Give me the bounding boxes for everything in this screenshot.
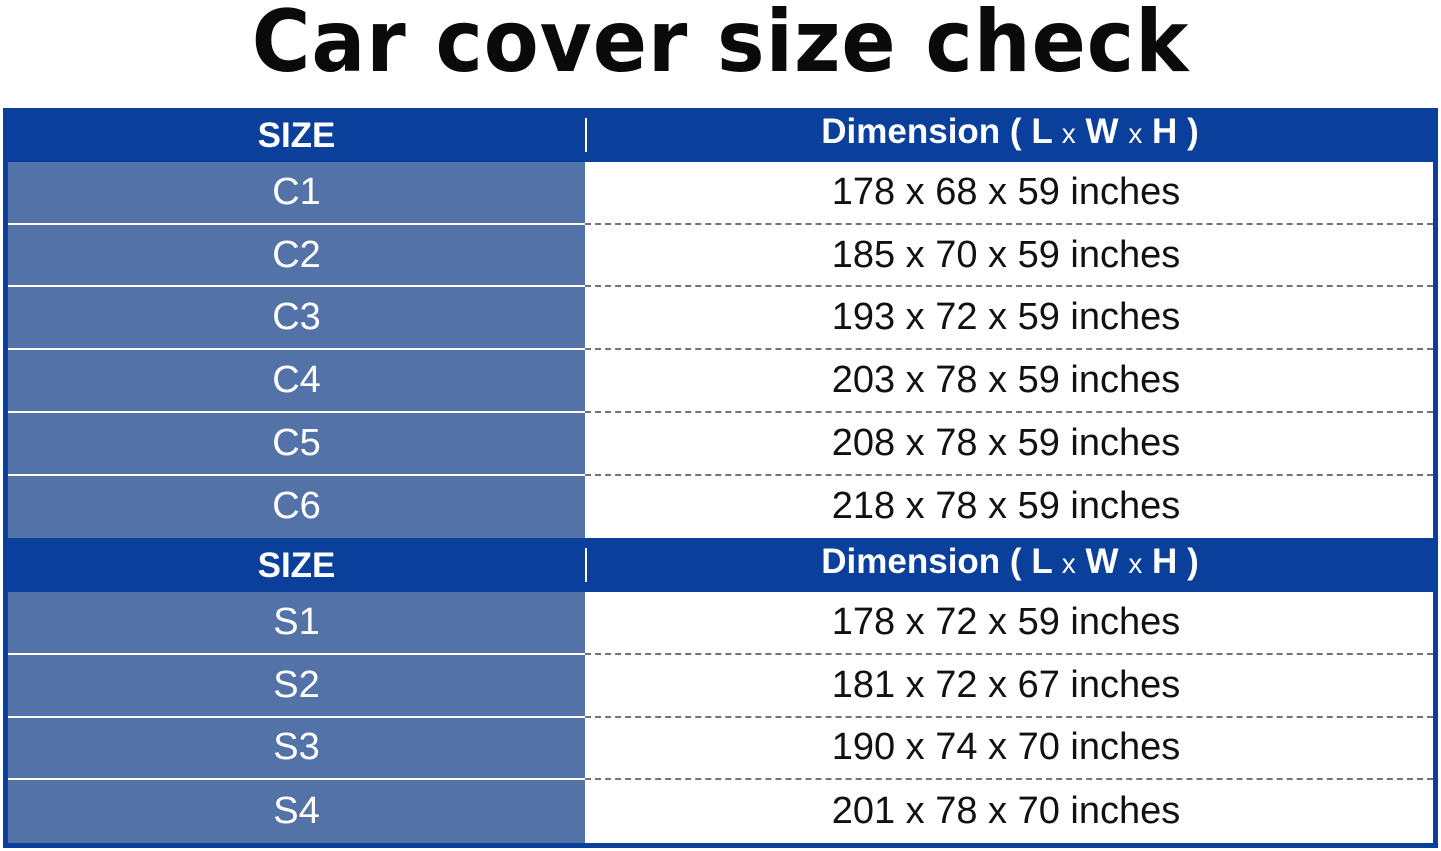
table-row: C1 178 x 68 x 59 inches (8, 162, 1433, 225)
size-cell: S4 (8, 780, 585, 844)
size-cell: C6 (8, 475, 585, 539)
size-cell: C2 (8, 224, 585, 288)
header-divider (585, 548, 587, 583)
x-sep: x (1128, 548, 1143, 580)
paren-open: ( (1009, 542, 1022, 582)
table-row: S2 181 x 72 x 67 inches (8, 654, 1433, 718)
x-sep: x (1128, 118, 1143, 149)
header-size: SIZE (257, 546, 336, 586)
dimension-cell: 181 x 72 x 67 inches (585, 654, 1433, 718)
dimension-cell: 178 x 72 x 59 inches (585, 592, 1433, 655)
table-row: S4 201 x 78 x 70 inches (8, 780, 1433, 844)
header-dimension: Dimension ( L x W x H ) (587, 542, 1433, 582)
header-dimension-label: Dimension (821, 542, 1001, 582)
table-row: C3 193 x 72 x 59 inches (8, 287, 1433, 351)
header-divider (585, 118, 587, 152)
x-sep: x (1061, 118, 1076, 149)
dimension-cell: 185 x 70 x 59 inches (585, 224, 1433, 288)
header-dimension-label: Dimension (821, 112, 1001, 151)
dimension-value: 181 x 72 x 67 inches (831, 663, 1181, 706)
size-cell: C4 (8, 350, 585, 413)
dimension-cell: 190 x 74 x 70 inches (585, 717, 1433, 781)
table-header: SIZE Dimension ( L x W x H ) (8, 538, 1433, 593)
header-dimension: Dimension ( L x W x H ) (587, 112, 1433, 152)
table-row: C6 218 x 78 x 59 inches (8, 475, 1433, 539)
x-sep: x (1061, 548, 1076, 580)
dimension-value: 201 x 78 x 70 inches (831, 790, 1181, 833)
h-label: H (1152, 112, 1178, 151)
size-table: SIZE Dimension ( L x W x H ) C1 178 x 68 … (3, 108, 1438, 848)
dimension-value: 203 x 78 x 59 inches (831, 358, 1181, 401)
dimension-cell: 203 x 78 x 59 inches (585, 350, 1433, 413)
dimension-value: 190 x 74 x 70 inches (831, 726, 1181, 769)
dimension-value: 218 x 78 x 59 inches (831, 485, 1181, 528)
table-row: S3 190 x 74 x 70 inches (8, 717, 1433, 781)
paren-close: ) (1187, 542, 1199, 582)
dimension-cell: 218 x 78 x 59 inches (585, 475, 1433, 539)
size-cell: S3 (8, 717, 585, 781)
dimension-cell: 208 x 78 x 59 inches (585, 412, 1433, 476)
header-size: SIZE (257, 116, 336, 155)
w-label: W (1085, 542, 1119, 582)
table-row: C2 185 x 70 x 59 inches (8, 224, 1433, 288)
l-label: L (1031, 112, 1053, 151)
table-row: C5 208 x 78 x 59 inches (8, 412, 1433, 476)
dimension-value: 178 x 68 x 59 inches (831, 170, 1181, 213)
dimension-value: 185 x 70 x 59 inches (831, 233, 1181, 276)
paren-close: ) (1187, 112, 1199, 151)
size-cell: C5 (8, 412, 585, 476)
page-title: Car cover size check (251, 0, 1190, 92)
table-row: S1 178 x 72 x 59 inches (8, 592, 1433, 655)
size-cell: S1 (8, 592, 585, 655)
size-cell: S2 (8, 654, 585, 718)
dimension-cell: 178 x 68 x 59 inches (585, 162, 1433, 225)
h-label: H (1152, 542, 1178, 582)
dimension-value: 208 x 78 x 59 inches (831, 421, 1181, 464)
paren-open: ( (1009, 112, 1022, 151)
dimension-value: 193 x 72 x 59 inches (831, 296, 1181, 339)
size-cell: C3 (8, 287, 585, 351)
dimension-cell: 193 x 72 x 59 inches (585, 287, 1433, 351)
w-label: W (1085, 112, 1119, 151)
table-header: SIZE Dimension ( L x W x H ) (8, 108, 1433, 162)
dimension-cell: 201 x 78 x 70 inches (585, 780, 1433, 844)
l-label: L (1031, 542, 1053, 582)
dimension-value: 178 x 72 x 59 inches (831, 601, 1181, 644)
table-row: C4 203 x 78 x 59 inches (8, 350, 1433, 413)
size-cell: C1 (8, 162, 585, 225)
